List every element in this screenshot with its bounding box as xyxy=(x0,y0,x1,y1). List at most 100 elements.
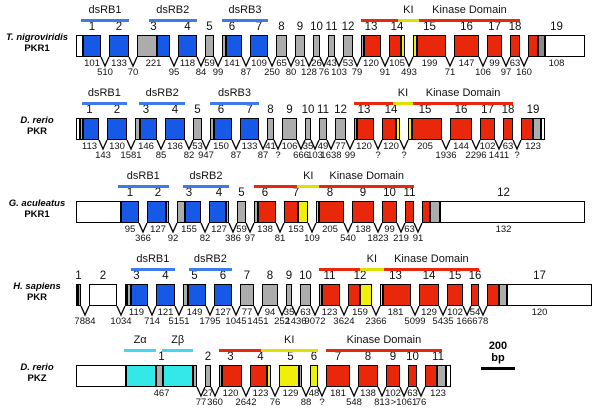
intron-connectors xyxy=(138,222,423,234)
species-name: D. rerio xyxy=(20,115,54,126)
intron-size: 548 xyxy=(346,397,362,408)
exon-number: 2 xyxy=(115,21,123,33)
intron-size: 5099 xyxy=(404,316,426,327)
exon-segment xyxy=(487,284,499,306)
exon-size: 120 xyxy=(356,141,372,152)
domain-line-dsrb2 xyxy=(139,102,185,105)
exon-number: 11 xyxy=(432,351,444,363)
exon-number: 3 xyxy=(142,104,150,116)
exon-segment xyxy=(480,118,495,140)
intron-size: 82 xyxy=(183,150,195,161)
intron-v xyxy=(231,139,241,151)
intron-v xyxy=(512,139,522,151)
exon-number: 3 xyxy=(227,351,234,363)
exon-number: 16 xyxy=(460,21,473,33)
exon-segment xyxy=(412,118,442,140)
intron-size: 80 xyxy=(285,67,297,78)
intron-v xyxy=(169,56,179,68)
intron-v xyxy=(241,56,251,68)
exon-number: 6 xyxy=(217,104,225,116)
exon-size: 121 xyxy=(157,307,174,318)
domain-line-dsrb2 xyxy=(148,19,197,22)
intron-size: ? xyxy=(401,150,407,161)
intron-size: 143 xyxy=(95,150,111,161)
exon-size: 101 xyxy=(84,58,100,69)
domain-line xyxy=(354,102,393,105)
exon-number: 11 xyxy=(403,187,416,199)
intron-size: 1666 xyxy=(456,316,478,327)
exon-size: 150 xyxy=(213,141,229,152)
exon-number: 1 xyxy=(86,104,93,116)
gene-row-pkr: H. sapiens PKR 1 7884 2 1034 3 119 714 4 121 5151 5 1… xyxy=(0,249,600,331)
exon-segment xyxy=(358,365,378,387)
exon-size: 138 xyxy=(257,224,273,235)
exon-number: 5 xyxy=(194,104,201,116)
exon-segment xyxy=(258,201,276,223)
exon-size: 153 xyxy=(288,224,304,235)
exon-size: 205 xyxy=(417,141,433,152)
exon-size: 109 xyxy=(251,58,267,69)
exon-segment xyxy=(121,201,139,223)
exon-segment xyxy=(166,201,169,223)
intron-v xyxy=(319,56,329,68)
exon-size: 63 xyxy=(300,307,311,318)
exon-segment xyxy=(360,284,372,306)
exon-segment xyxy=(335,118,346,140)
intron-size: 1045 xyxy=(225,316,247,327)
intron-v xyxy=(231,305,241,317)
exon-segment xyxy=(226,201,229,223)
exon-size: 129 xyxy=(282,388,299,399)
exon-segment xyxy=(299,365,302,387)
intron-v xyxy=(205,305,215,317)
intron-size: 103 xyxy=(307,150,323,161)
intron-v xyxy=(184,139,194,151)
intron-v xyxy=(213,56,223,68)
domain-line xyxy=(361,19,398,22)
species-name: G. aculeatus xyxy=(8,198,66,209)
exon-segment xyxy=(382,118,396,140)
exon-number: 9 xyxy=(296,21,304,33)
species-name: H. sapiens xyxy=(13,281,61,292)
exon-number: 18 xyxy=(501,104,515,116)
exon-number: 1 xyxy=(88,21,96,33)
exon-number: 7 xyxy=(292,187,300,199)
exon-size: 35 xyxy=(302,141,314,152)
species-name: T. nigroviridis xyxy=(5,32,69,43)
domain-line-ki xyxy=(260,349,318,352)
intron-size: 540 xyxy=(340,233,356,244)
exon-segment xyxy=(343,35,353,57)
exon-segment xyxy=(389,35,401,57)
exon-size: 133 xyxy=(111,58,127,69)
exon-segment xyxy=(533,118,541,140)
exon-size: 136 xyxy=(167,141,183,152)
exon-size: 149 xyxy=(186,307,203,318)
gene-row-pkz: D. rerio PKZ 1 467 77 2 27 360 3 120 2642 4 123 76 5 12… xyxy=(0,330,600,412)
exon-number: 17 xyxy=(488,21,501,33)
scale-bar-line xyxy=(481,367,515,370)
domain-line-ki xyxy=(392,102,414,105)
intron-size: 99 xyxy=(212,67,224,78)
domain-label: Kinase Domain xyxy=(346,334,422,346)
exon-segment xyxy=(319,284,322,306)
exon-number: 5 xyxy=(206,21,213,33)
intron-size: ? xyxy=(319,397,325,408)
exon-number: 1 xyxy=(158,351,165,363)
domain-label: dsRB1 xyxy=(136,253,170,265)
intron-size: 1936 xyxy=(435,150,457,161)
intron-size: 1638 xyxy=(320,150,342,161)
intron-v xyxy=(399,139,409,151)
intron-size: 82 xyxy=(199,233,211,244)
intron-size: 1795 xyxy=(199,316,221,327)
exon-segment xyxy=(276,35,287,57)
exon-number: 9 xyxy=(285,270,293,282)
intron-v xyxy=(438,305,448,317)
exon-size: 91 xyxy=(294,58,306,69)
intron-v xyxy=(404,56,414,68)
gene-name: PKR xyxy=(26,291,48,303)
exon-segment xyxy=(538,35,545,57)
intron-size: 366 xyxy=(135,233,151,244)
domain-line-kinase-domain xyxy=(413,102,513,105)
exon-segment xyxy=(137,35,157,57)
exon-number: 3 xyxy=(150,21,157,33)
exon-segment xyxy=(361,35,364,57)
